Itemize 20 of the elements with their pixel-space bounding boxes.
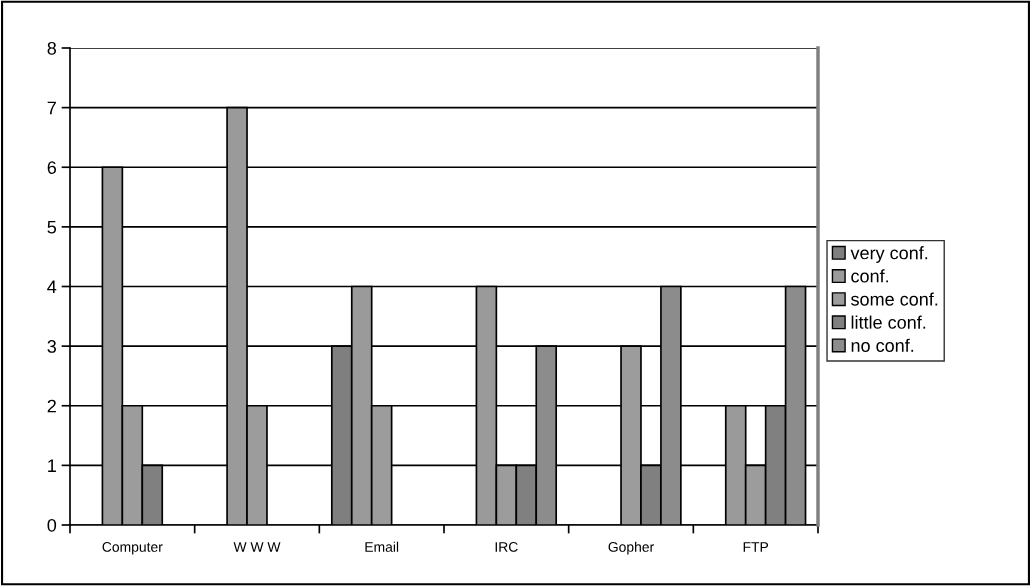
legend-label: little conf. (851, 315, 926, 329)
x-tick-label: Gopher (608, 541, 654, 555)
y-tick-label: 2 (47, 399, 56, 413)
legend-label: no conf. (851, 338, 914, 352)
y-tick-label: 8 (47, 41, 57, 55)
x-tick-label: FTP (743, 542, 769, 552)
x-tick-label: Computer (102, 542, 163, 555)
legend-label: very conf. (850, 246, 928, 263)
x-tick-label: W W W (233, 542, 281, 552)
y-tick-label: 0 (47, 518, 57, 532)
y-tick-label: 5 (47, 221, 57, 234)
y-tick-label: 6 (47, 161, 57, 174)
x-tick-label: Email (365, 541, 399, 552)
y-tick-label: 3 (47, 340, 57, 353)
y-tick-label: 7 (47, 101, 56, 115)
y-tick-label: 1 (48, 459, 56, 472)
y-tick-label: 4 (47, 280, 57, 294)
legend-label: some conf. (851, 292, 938, 306)
legend-label: conf. (851, 269, 888, 283)
x-tick-label: IRC (495, 542, 518, 552)
